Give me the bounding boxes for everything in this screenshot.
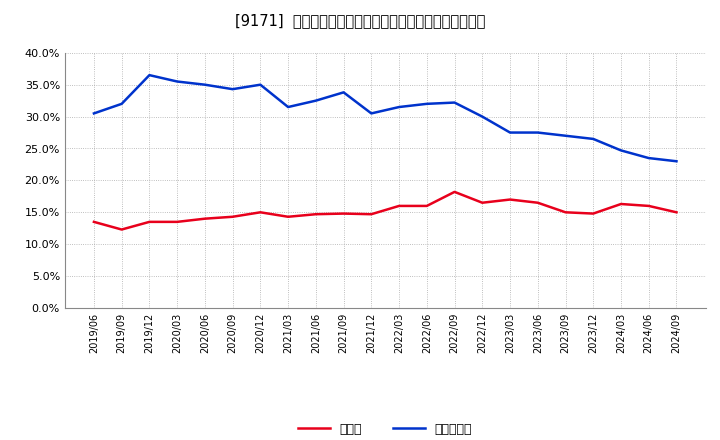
現預金	[367, 212, 376, 217]
有利子負債	[173, 79, 181, 84]
現預金	[561, 210, 570, 215]
現預金	[505, 197, 514, 202]
有利子負債	[145, 73, 154, 78]
有利子負債	[89, 111, 98, 116]
有利子負債	[367, 111, 376, 116]
有利子負債	[423, 101, 431, 106]
現預金	[117, 227, 126, 232]
現預金	[616, 202, 625, 207]
現預金	[395, 203, 403, 209]
有利子負債	[395, 104, 403, 110]
有利子負債	[228, 87, 237, 92]
現預金	[256, 210, 265, 215]
有利子負債	[589, 136, 598, 142]
Line: 現預金: 現預金	[94, 192, 677, 230]
有利子負債	[561, 133, 570, 138]
有利子負債	[117, 101, 126, 106]
現預金	[672, 210, 681, 215]
有利子負債	[672, 159, 681, 164]
現預金	[312, 212, 320, 217]
現預金	[644, 203, 653, 209]
現預金	[201, 216, 210, 221]
現預金	[284, 214, 292, 220]
有利子負債	[616, 148, 625, 153]
現預金	[228, 214, 237, 220]
現預金	[145, 219, 154, 224]
有利子負債	[201, 82, 210, 87]
有利子負債	[339, 90, 348, 95]
有利子負債	[478, 114, 487, 119]
現預金	[534, 200, 542, 205]
有利子負債	[450, 100, 459, 105]
現預金	[450, 189, 459, 194]
現預金	[478, 200, 487, 205]
有利子負債	[644, 155, 653, 161]
有利子負債	[256, 82, 265, 87]
現預金	[89, 219, 98, 224]
有利子負債	[534, 130, 542, 135]
Legend: 現預金, 有利子負債: 現預金, 有利子負債	[293, 418, 477, 440]
現預金	[173, 219, 181, 224]
有利子負債	[284, 104, 292, 110]
Line: 有利子負債: 有利子負債	[94, 75, 677, 161]
有利子負債	[312, 98, 320, 103]
現預金	[339, 211, 348, 216]
現預金	[423, 203, 431, 209]
Text: [9171]  現預金、有利子負債の総資産に対する比率の推移: [9171] 現預金、有利子負債の総資産に対する比率の推移	[235, 13, 485, 28]
現預金	[589, 211, 598, 216]
有利子負債	[505, 130, 514, 135]
